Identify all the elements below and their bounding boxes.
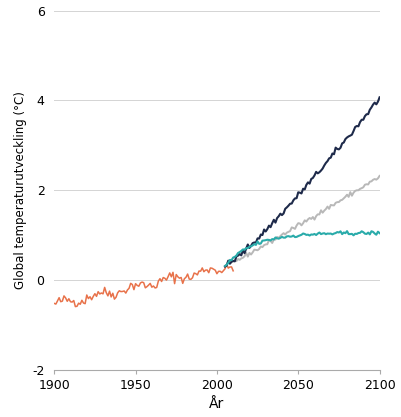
Y-axis label: Global temperaturutveckling (°C): Global temperaturutveckling (°C) (14, 91, 26, 289)
X-axis label: År: År (209, 397, 225, 412)
